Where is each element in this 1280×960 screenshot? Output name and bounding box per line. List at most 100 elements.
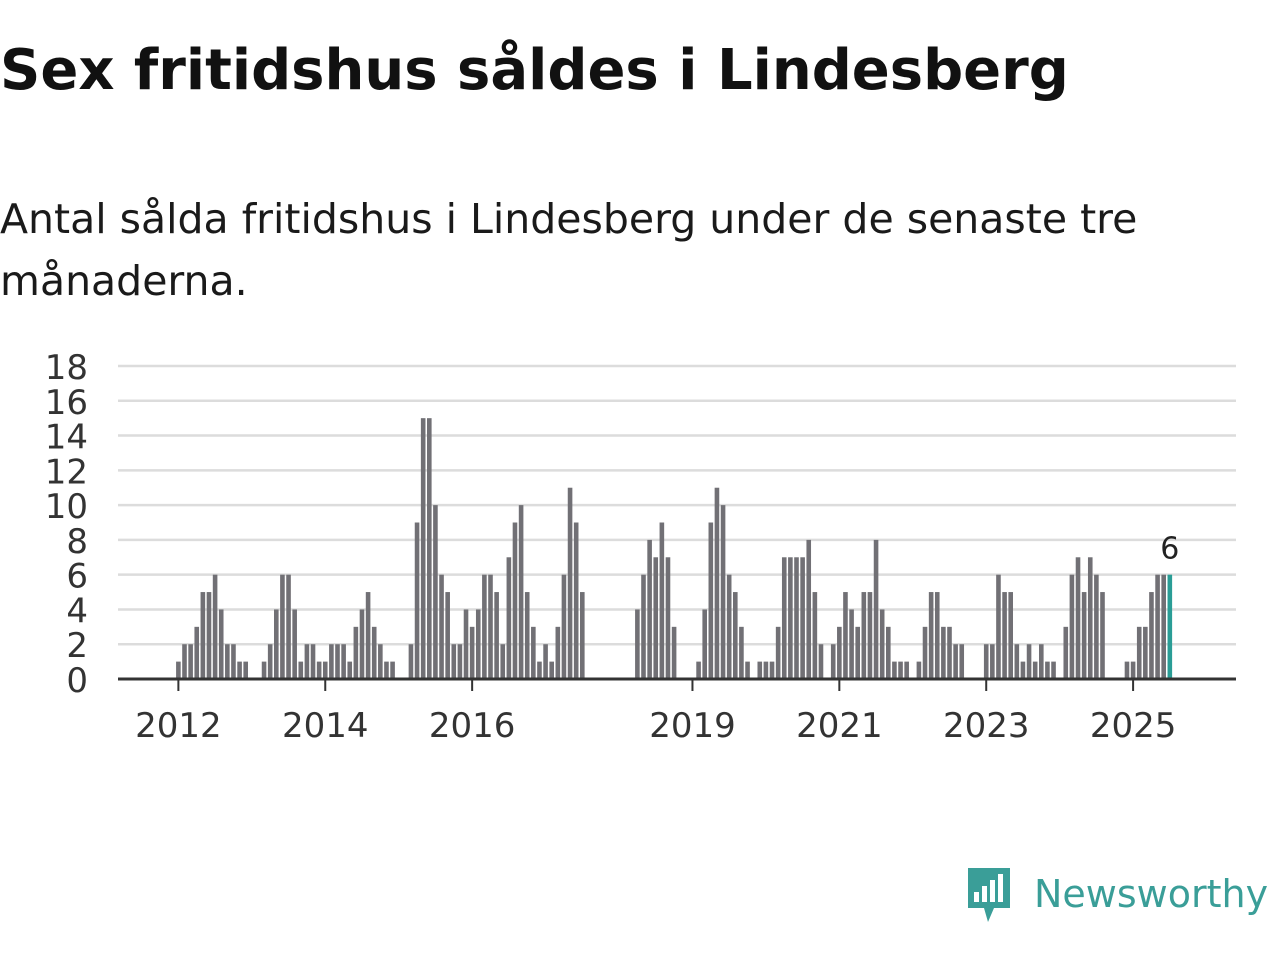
bar (580, 592, 585, 679)
bar (788, 557, 793, 679)
bar (812, 592, 818, 679)
bar (280, 574, 285, 679)
brand-logo[interactable]: Newsworthy (964, 864, 1268, 924)
bar (451, 644, 457, 679)
bar (414, 522, 420, 679)
bar (1002, 592, 1007, 679)
bar (176, 661, 181, 679)
bar (500, 644, 506, 679)
bar (206, 592, 212, 679)
bar (843, 592, 848, 679)
bar (1026, 644, 1032, 679)
bar (292, 609, 297, 679)
bar (996, 574, 1001, 679)
bar (806, 539, 812, 679)
bar (371, 626, 377, 679)
bar (1130, 661, 1136, 679)
bar (702, 609, 707, 679)
bar (830, 644, 836, 679)
bar (335, 644, 340, 679)
bar (378, 644, 383, 679)
bar (879, 609, 885, 679)
bar (696, 661, 701, 679)
bar (659, 522, 665, 679)
bar (1143, 626, 1148, 679)
bar (867, 592, 873, 679)
bar (635, 609, 640, 679)
bar (518, 505, 524, 679)
bar (873, 539, 879, 679)
y-tick-label: 14 (45, 418, 88, 458)
bar (420, 418, 426, 679)
bar (653, 557, 659, 679)
bar (322, 661, 328, 679)
bar (671, 626, 677, 679)
bar (1149, 592, 1154, 679)
x-tick-label: 2025 (1090, 706, 1177, 746)
bar (243, 661, 248, 679)
bar (353, 626, 359, 679)
gridlines (118, 364, 1236, 646)
bar (665, 557, 671, 679)
bar (818, 644, 824, 679)
bar (506, 557, 512, 679)
bar (488, 574, 493, 679)
bar (537, 661, 542, 679)
bar (1063, 626, 1069, 679)
bar-highlight (1167, 574, 1173, 679)
newsworthy-logo-icon (968, 868, 1010, 922)
bar (200, 592, 206, 679)
bar (1032, 661, 1038, 679)
bar (457, 644, 463, 679)
bar (714, 487, 720, 679)
bar (555, 626, 561, 679)
bar (1100, 592, 1105, 679)
bar (261, 661, 267, 679)
bar (182, 644, 187, 679)
bar (855, 626, 860, 679)
bar (194, 626, 200, 679)
bar (733, 592, 738, 679)
bar (316, 661, 322, 679)
bar (904, 661, 909, 679)
bar (365, 592, 371, 679)
x-tick-label: 2016 (429, 706, 516, 746)
bar (482, 574, 487, 679)
bar (983, 644, 989, 679)
bar (849, 609, 854, 679)
bar (1014, 644, 1020, 679)
bar (304, 644, 310, 679)
x-tick-label: 2012 (135, 706, 222, 746)
y-tick-label: 2 (66, 626, 88, 666)
chart-title: Sex fritidshus såldes i Lindesberg (0, 38, 1069, 103)
bar (1087, 557, 1093, 679)
bar (445, 592, 450, 679)
bar (408, 644, 414, 679)
bar (861, 592, 867, 679)
bar (916, 661, 922, 679)
y-tick-label: 12 (45, 452, 88, 492)
bar (341, 644, 346, 679)
bar (310, 644, 316, 679)
bar (427, 418, 432, 679)
bar (384, 661, 389, 679)
bar (329, 644, 334, 679)
x-tick-label: 2021 (796, 706, 883, 746)
bar (512, 522, 518, 679)
bar (928, 592, 934, 679)
bar (647, 539, 652, 679)
bar (1081, 592, 1087, 679)
bar (1124, 661, 1130, 679)
x-tick-label: 2023 (943, 706, 1030, 746)
x-tick-label: 2014 (282, 706, 369, 746)
bar (726, 574, 732, 679)
y-tick-label: 0 (66, 661, 88, 701)
bar (1155, 574, 1160, 679)
chart-subtitle: Antal sålda fritidshus i Lindesberg unde… (0, 195, 1138, 305)
bar (543, 644, 548, 679)
bar (757, 661, 763, 679)
bars (176, 418, 1173, 679)
bar (218, 609, 224, 679)
bar (641, 574, 646, 679)
bar (892, 661, 897, 679)
